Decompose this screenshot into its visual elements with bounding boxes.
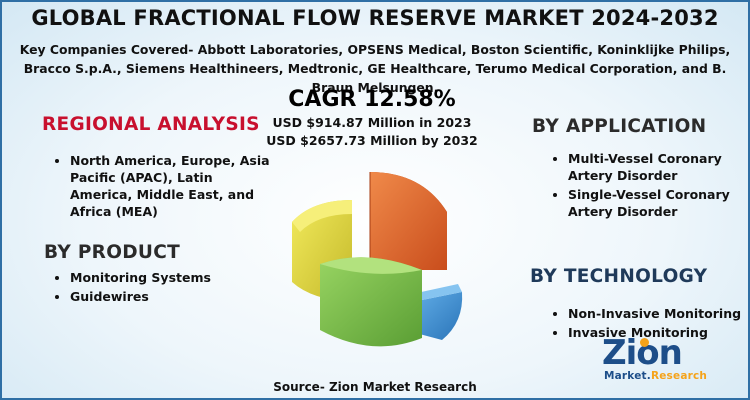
cagr-value: CAGR 12.58% xyxy=(288,87,456,112)
product-list: Monitoring Systems Guidewires xyxy=(50,269,270,307)
source-credit: Source- Zion Market Research xyxy=(273,380,477,394)
application-list: Multi-Vessel Coronary Artery Disorder Si… xyxy=(548,150,738,222)
logo-dot-icon xyxy=(640,338,649,347)
zion-logo: Zion Market.Research xyxy=(602,336,710,392)
list-item: Single-Vessel Coronary Artery Disorder xyxy=(568,186,738,220)
technology-list: Non-Invasive Monitoring Invasive Monitor… xyxy=(548,305,748,343)
pie-slice-orange xyxy=(369,172,447,270)
list-item: Non-Invasive Monitoring xyxy=(568,305,748,322)
pie-slice-blue xyxy=(412,284,463,340)
list-item: Invasive Monitoring xyxy=(568,324,748,341)
market-size-2023: USD $914.87 Million in 2023 xyxy=(272,115,472,130)
logo-sub-left: Market. xyxy=(604,370,651,382)
logo-sub-right: Research xyxy=(650,370,708,382)
by-product-heading: BY PRODUCT xyxy=(44,242,181,263)
logo-subtitle: Market.Research xyxy=(604,370,707,382)
by-technology-heading: BY TECHNOLOGY xyxy=(530,266,708,287)
list-item: Monitoring Systems xyxy=(70,269,270,286)
key-companies-text: Key Companies Covered- Abbott Laboratori… xyxy=(19,42,731,95)
pie-slice-green xyxy=(320,257,422,347)
list-item: North America, Europe, Asia Pacific (APA… xyxy=(70,152,270,220)
page-title: GLOBAL FRACTIONAL FLOW RESERVE MARKET 20… xyxy=(31,6,719,30)
list-item: Guidewires xyxy=(70,288,270,305)
by-application-heading: BY APPLICATION xyxy=(532,116,707,137)
pie-chart-illustration xyxy=(292,172,463,347)
regional-list: North America, Europe, Asia Pacific (APA… xyxy=(50,152,270,222)
list-item: Multi-Vessel Coronary Artery Disorder xyxy=(568,150,738,184)
market-size-2032: USD $2657.73 Million by 2032 xyxy=(266,133,478,148)
regional-analysis-heading: REGIONAL ANALYSIS xyxy=(42,114,260,135)
